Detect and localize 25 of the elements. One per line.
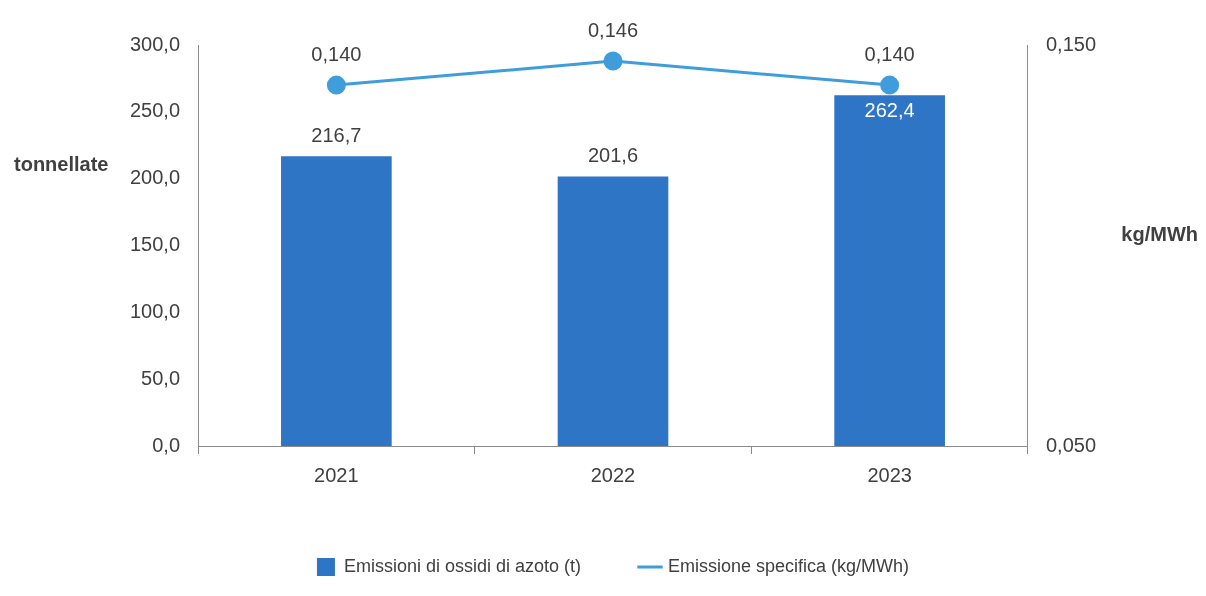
x-tick-label: 2021 — [314, 463, 359, 486]
legend-label: Emissione specifica (kg/MWh) — [668, 555, 910, 576]
y2-tick-label: 0,050 — [1045, 433, 1097, 456]
data-label: 262,4 — [864, 98, 915, 121]
data-label: 0,140 — [311, 42, 362, 65]
y-tick-label: 250,0 — [129, 99, 181, 122]
x-tick-label: 2023 — [867, 463, 912, 486]
bar — [557, 176, 669, 446]
bar — [281, 156, 392, 446]
data-label: 0,140 — [864, 42, 915, 65]
y-axis-title: tonnellate — [14, 153, 109, 176]
bar — [834, 95, 945, 446]
x-tick-label: 2022 — [590, 463, 636, 486]
y-tick-label: 200,0 — [129, 166, 181, 189]
y-tick-label: 0,0 — [152, 433, 181, 456]
y2-axis-title: kg/MWh — [1121, 223, 1198, 246]
data-label: 0,146 — [587, 18, 639, 41]
data-label: 216,7 — [311, 123, 362, 146]
y-tick-label: 300,0 — [129, 32, 181, 55]
data-label: 201,6 — [587, 144, 639, 167]
y-tick-label: 50,0 — [141, 366, 181, 389]
y-tick-label: 100,0 — [129, 299, 181, 322]
y2-tick-label: 0,150 — [1045, 32, 1097, 55]
y-tick-label: 150,0 — [129, 233, 181, 256]
legend-label: Emissioni di ossidi di azoto (t) — [343, 555, 582, 576]
